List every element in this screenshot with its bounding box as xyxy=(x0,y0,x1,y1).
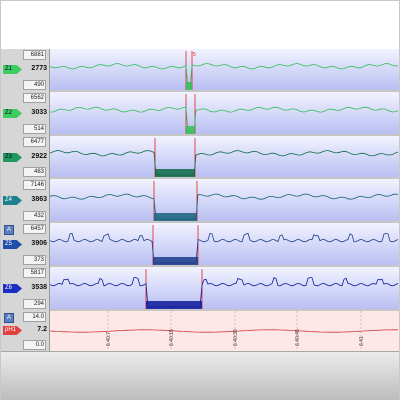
channel-value: 3863 xyxy=(31,196,47,203)
scale-max[interactable]: 6477 xyxy=(23,137,46,147)
scale-min[interactable]: 294 xyxy=(23,299,46,309)
auto-scale-button[interactable]: A xyxy=(4,313,14,323)
trace-panel-background xyxy=(50,223,399,265)
traces-svg[interactable]: 5 6:40:7 6:40:15 6:40:30 6:40:45 6:41 xyxy=(49,49,399,351)
trace-panel-background xyxy=(50,267,399,309)
trace-line-z2 xyxy=(49,106,399,133)
trace-line-z4 xyxy=(49,193,399,220)
scale-min[interactable]: 432 xyxy=(23,211,46,221)
channel-box-z2[interactable]: 6562 Z2 3033 514 xyxy=(1,92,49,134)
channel-tag-z6[interactable]: Z6 xyxy=(3,284,22,293)
channel-value: 2922 xyxy=(31,153,47,160)
auto-scale-button[interactable]: A xyxy=(4,225,14,235)
channel-value: 2773 xyxy=(31,65,47,72)
trace-dip-fill xyxy=(146,301,202,309)
trace-panel-background xyxy=(50,49,399,90)
trace-dip-fill xyxy=(186,126,195,134)
channel-box-z4[interactable]: 7146 Z4 3863 432 xyxy=(1,179,49,221)
trace-line-z1 xyxy=(49,63,399,89)
channel-box-z5[interactable]: A 6457 Z5 3906 373 xyxy=(1,223,49,265)
scale-max[interactable]: 7146 xyxy=(23,180,46,190)
scale-max[interactable]: 6881 xyxy=(23,50,46,60)
channel-value: 7.2 xyxy=(37,326,47,333)
trace-panel-background xyxy=(50,179,399,221)
scale-max[interactable]: 14.0 xyxy=(23,312,46,322)
time-tick-label: 6:40:7 xyxy=(106,332,112,346)
time-tick-label: 6:40:45 xyxy=(295,329,301,346)
trace-line-z6 xyxy=(49,277,399,308)
scale-min[interactable]: 490 xyxy=(23,80,46,90)
trace-dip-fill xyxy=(186,82,192,90)
ph-panel-background xyxy=(50,311,399,351)
channel-tag-z4[interactable]: Z4 xyxy=(3,196,22,205)
event-marker-label: 5 xyxy=(193,52,196,58)
trace-dip-fill xyxy=(154,213,197,221)
channel-tag-z2[interactable]: Z2 xyxy=(3,109,22,118)
scale-min[interactable]: 483 xyxy=(23,167,46,177)
channel-tag-z3[interactable]: Z3 xyxy=(3,153,22,162)
trace-line-z3 xyxy=(49,150,399,176)
time-tick-label: 6:40:15 xyxy=(169,329,175,346)
trace-dip-fill xyxy=(155,169,195,177)
trace-line-z5 xyxy=(49,232,399,264)
trace-plot-area[interactable]: 5 6:40:7 6:40:15 6:40:30 6:40:45 6:41 xyxy=(49,49,399,351)
scale-min[interactable]: 514 xyxy=(23,124,46,134)
channel-box-z1[interactable]: 6881 Z1 2773 490 xyxy=(1,49,49,90)
channel-tag-ph1[interactable]: pH1 xyxy=(3,326,22,335)
channel-tag-z1[interactable]: Z1 xyxy=(3,65,22,74)
time-tick-label: 6:41 xyxy=(359,336,365,346)
channel-value: 3033 xyxy=(31,109,47,116)
channel-box-z6[interactable]: 5817 Z6 3538 294 xyxy=(1,267,49,309)
channel-label-panel: 6881 Z1 2773 490 6562 Z2 3033 514 6477 Z… xyxy=(1,49,50,351)
channel-tag-z5[interactable]: Z5 xyxy=(3,240,22,249)
channel-value: 3906 xyxy=(31,240,47,247)
bottom-toolbar xyxy=(1,351,399,400)
time-tick-label: 6:40:30 xyxy=(233,329,239,346)
channel-box-ph1[interactable]: A 14.0 pH1 7.2 0.0 xyxy=(1,311,49,351)
channel-box-z3[interactable]: 6477 Z3 2922 483 xyxy=(1,136,49,177)
channel-value: 3538 xyxy=(31,284,47,291)
scale-min[interactable]: 0.0 xyxy=(23,340,46,350)
scale-min[interactable]: 373 xyxy=(23,255,46,265)
scale-max[interactable]: 6457 xyxy=(23,224,46,234)
trace-panel-background xyxy=(50,136,399,177)
scale-max[interactable]: 5817 xyxy=(23,268,46,278)
top-blank-area xyxy=(1,1,399,49)
trace-panel-background xyxy=(50,92,399,134)
scale-max[interactable]: 6562 xyxy=(23,93,46,103)
trace-dip-fill xyxy=(153,257,198,265)
